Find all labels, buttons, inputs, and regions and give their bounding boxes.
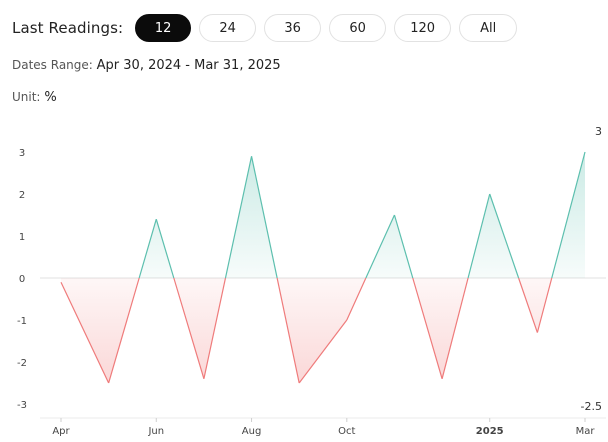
series-line-segment xyxy=(393,214,414,279)
range-button-12[interactable]: 12 xyxy=(135,14,192,42)
series-line-segment xyxy=(346,277,367,321)
negative-area xyxy=(61,278,585,383)
unit-value: % xyxy=(44,90,57,105)
series-line-segment xyxy=(276,277,300,384)
x-tick-label: Jun xyxy=(147,426,164,437)
data-point[interactable] xyxy=(390,211,398,219)
x-tick-label: Apr xyxy=(52,426,70,437)
series-line-segment xyxy=(518,277,538,333)
series-line-segment xyxy=(138,219,157,279)
data-point[interactable] xyxy=(486,190,494,198)
range-button-60[interactable]: 60 xyxy=(329,14,387,42)
unit-info: Unit: % xyxy=(12,90,57,105)
series-line-segment xyxy=(551,151,586,279)
series-line-segment xyxy=(173,277,205,379)
series-line-segment xyxy=(203,277,227,379)
y-tick-label: -1 xyxy=(17,316,27,327)
series-line-segment xyxy=(441,277,469,379)
x-tick-label: Oct xyxy=(338,426,355,437)
x-tick-label: 2025 xyxy=(476,426,504,437)
data-point[interactable] xyxy=(295,379,303,387)
dates-range-label: Dates Range: xyxy=(12,58,93,72)
y-tick-label: 3 xyxy=(19,148,25,159)
dates-range: Dates Range: Apr 30, 2024 - Mar 31, 2025 xyxy=(12,58,281,73)
unit-label: Unit: xyxy=(12,90,41,104)
range-button-120[interactable]: 120 xyxy=(394,14,452,42)
data-point[interactable] xyxy=(438,375,446,383)
series-line-segment xyxy=(250,156,278,279)
data-point[interactable] xyxy=(57,278,65,286)
data-point[interactable] xyxy=(200,375,208,383)
series-line-segment xyxy=(60,281,110,384)
series-line-segment xyxy=(108,277,140,384)
y-tick-label: 2 xyxy=(19,190,25,201)
range-button-24[interactable]: 24 xyxy=(199,14,257,42)
max-value-label: 3 xyxy=(595,125,602,138)
readings-toolbar: Last Readings: 12 24 36 60 120 All xyxy=(12,14,525,42)
series-line-segment xyxy=(155,219,175,279)
series-line-segment xyxy=(489,193,520,279)
dates-range-value: Apr 30, 2024 - Mar 31, 2025 xyxy=(96,58,281,73)
range-button-36[interactable]: 36 xyxy=(264,14,322,42)
y-tick-label: 0 xyxy=(19,274,25,285)
y-tick-label: -2 xyxy=(17,358,27,369)
data-point[interactable] xyxy=(152,215,160,223)
x-tick-label: Aug xyxy=(242,426,262,437)
series-line-segment xyxy=(536,277,553,333)
series-line-segment xyxy=(298,319,348,384)
data-point[interactable] xyxy=(533,329,541,337)
series-line-segment xyxy=(365,214,396,279)
y-tick-label: -3 xyxy=(17,400,27,411)
data-point[interactable] xyxy=(581,148,589,156)
series-line-segment xyxy=(412,277,443,379)
min-value-label: -2.5 xyxy=(581,400,602,413)
y-tick-label: 1 xyxy=(19,232,25,243)
data-point[interactable] xyxy=(105,379,113,387)
range-button-all[interactable]: All xyxy=(459,14,518,42)
data-point[interactable] xyxy=(343,316,351,324)
data-point[interactable] xyxy=(248,152,256,160)
readings-label: Last Readings: xyxy=(12,19,124,37)
series-line-segment xyxy=(467,193,491,279)
x-tick-label: Mar xyxy=(576,426,596,437)
series-line-segment xyxy=(224,156,253,279)
